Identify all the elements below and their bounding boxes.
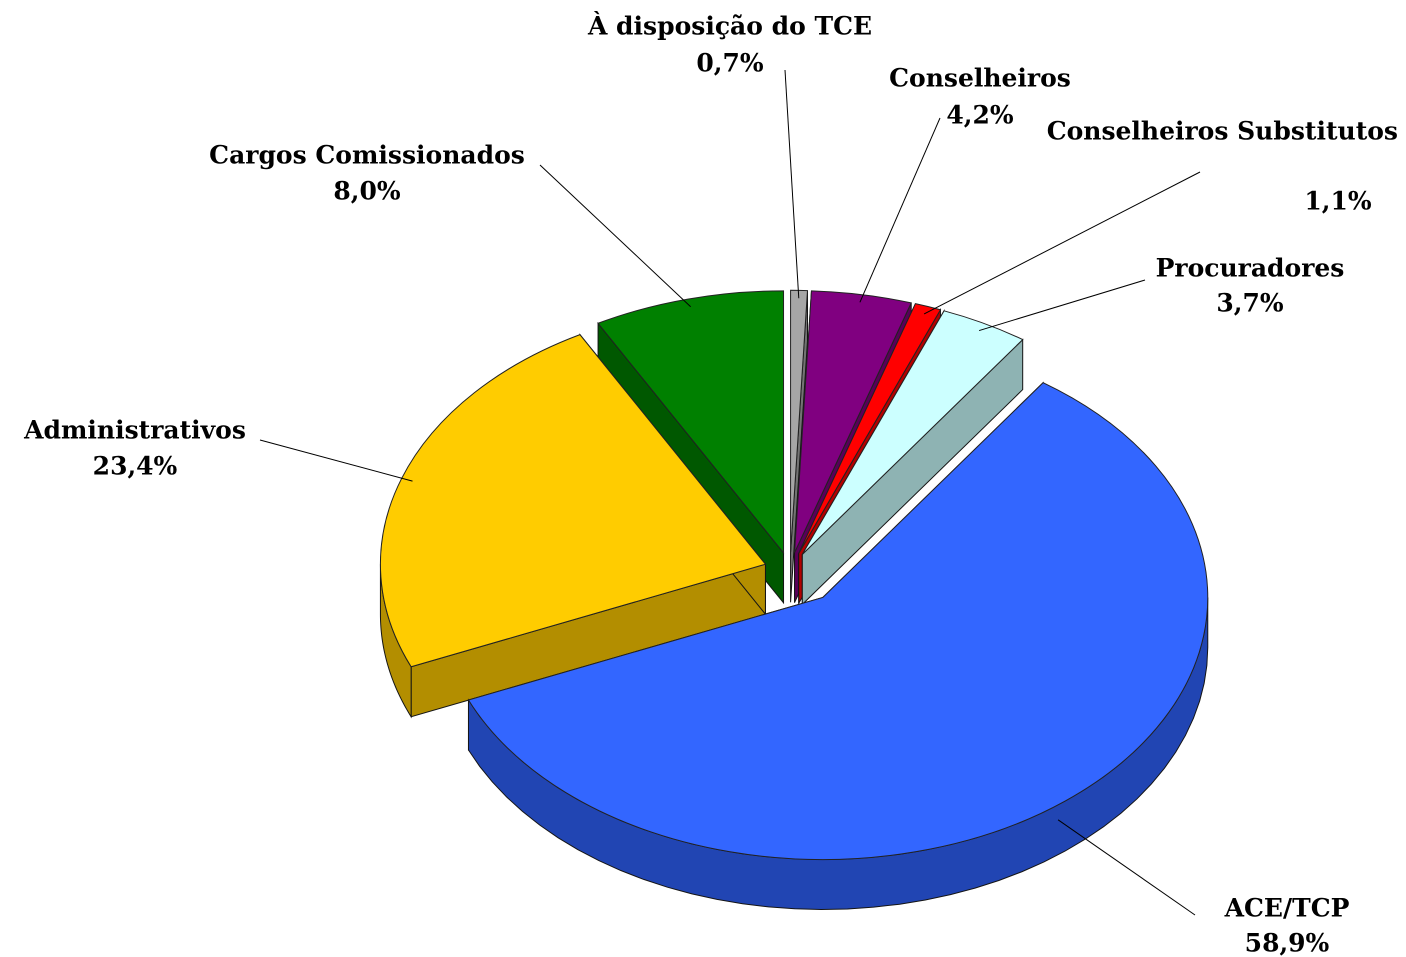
- value-label: 23,4%: [93, 452, 178, 481]
- pie: [379, 289, 1209, 910]
- slice-top: [794, 290, 912, 553]
- leader-line: [784, 69, 800, 299]
- value-label: 58,9%: [1245, 929, 1330, 957]
- slice-label: ACE/TCP: [1224, 894, 1350, 923]
- value-label: 8,0%: [333, 177, 400, 206]
- slice-label: À disposição do TCE: [587, 12, 872, 41]
- leader-line: [1057, 819, 1196, 916]
- slice: [379, 333, 767, 719]
- slice-label: Administrativos: [23, 416, 246, 445]
- slice-top: [597, 290, 785, 555]
- leader-line: [859, 117, 941, 303]
- leader-line: [978, 279, 1146, 332]
- slice-label: Conselheiros Substitutos: [1047, 117, 1398, 146]
- slice: [801, 308, 1024, 607]
- slice-top: [801, 310, 1024, 555]
- leader-line: [539, 164, 692, 308]
- leader-line: [259, 439, 413, 482]
- value-label: 1,1%: [1304, 187, 1371, 216]
- value-label: 4,2%: [946, 101, 1013, 130]
- slice-top: [798, 303, 942, 554]
- slice-top: [790, 289, 809, 553]
- slice: [467, 381, 1209, 910]
- slice-label: Procuradores: [1156, 254, 1345, 283]
- value-label: 3,7%: [1216, 289, 1283, 318]
- labels: À disposição do TCE 0,7% Conselheiros 4,2% C…: [23, 12, 1398, 957]
- value-label: 0,7%: [696, 49, 763, 78]
- slice-label: Cargos Comissionados: [209, 141, 525, 170]
- slice-label: Conselheiros: [889, 64, 1071, 93]
- slice-top: [467, 382, 1209, 860]
- leader-line: [923, 171, 1201, 315]
- slice: [790, 289, 809, 603]
